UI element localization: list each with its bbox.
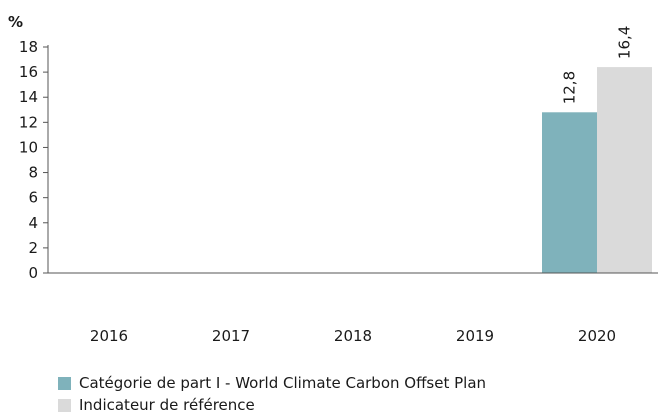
legend-label-benchmark: Indicateur de référence xyxy=(79,396,255,414)
y-tick-label: 12 xyxy=(19,113,38,131)
y-axis-unit-label: % xyxy=(8,13,23,31)
legend-item-fund: Catégorie de part I - World Climate Carb… xyxy=(58,372,486,394)
legend-swatch-benchmark xyxy=(58,398,71,412)
x-tick-label: 2018 xyxy=(334,327,372,345)
x-axis-ticks: 2016 2017 2018 2019 2020 xyxy=(90,327,616,345)
y-tick-label: 16 xyxy=(19,63,38,81)
bar-benchmark-2020 xyxy=(597,67,652,273)
x-tick-label: 2020 xyxy=(578,327,616,345)
legend-item-benchmark: Indicateur de référence xyxy=(58,394,486,416)
legend-swatch-fund xyxy=(58,376,71,390)
data-label: 16,4 xyxy=(616,26,634,59)
y-tick-label: 6 xyxy=(28,189,38,207)
data-label: 12,8 xyxy=(561,71,579,104)
bars xyxy=(542,67,652,274)
y-axis-ticks: 0 2 4 6 8 10 12 14 16 18 xyxy=(19,38,48,282)
y-tick-label: 8 xyxy=(28,164,38,182)
legend: Catégorie de part I - World Climate Carb… xyxy=(58,372,486,416)
y-tick-label: 4 xyxy=(28,214,38,232)
y-tick-label: 0 xyxy=(28,264,38,282)
x-tick-label: 2017 xyxy=(212,327,250,345)
x-tick-label: 2016 xyxy=(90,327,128,345)
x-tick-label: 2019 xyxy=(456,327,494,345)
bar-fund-2020 xyxy=(542,112,597,274)
y-tick-label: 2 xyxy=(28,239,38,257)
y-tick-label: 14 xyxy=(19,88,38,106)
data-labels: 12,8 16,4 xyxy=(561,26,634,105)
y-tick-label: 18 xyxy=(19,38,38,56)
legend-label-fund: Catégorie de part I - World Climate Carb… xyxy=(79,374,487,392)
y-tick-label: 10 xyxy=(19,138,38,156)
